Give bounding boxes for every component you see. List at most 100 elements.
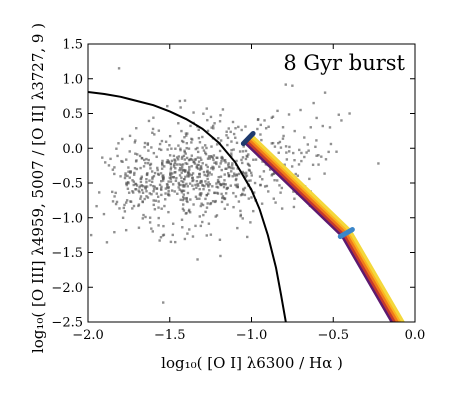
scatter-point: [216, 179, 220, 182]
scatter-point: [279, 146, 283, 149]
scatter-point: [201, 184, 205, 187]
scatter-point: [143, 197, 146, 201]
scatter-point: [230, 164, 234, 167]
scatter-point: [167, 180, 170, 183]
scatter-point: [242, 171, 246, 175]
scatter-point: [161, 163, 164, 167]
scatter-point: [188, 165, 191, 169]
scatter-point: [166, 160, 169, 164]
scatter-point: [215, 161, 218, 164]
scatter-point: [150, 227, 153, 230]
scatter-point: [146, 142, 150, 145]
scatter-point: [242, 145, 245, 148]
scatter-point: [148, 221, 152, 224]
scatter-point: [144, 187, 148, 190]
scatter-point: [140, 188, 144, 192]
scatter-point: [134, 188, 138, 191]
scatter-point: [160, 162, 164, 165]
scatter-point: [194, 157, 197, 161]
scatter-point: [102, 212, 106, 216]
scatter-point: [317, 154, 320, 157]
scatter-point: [151, 127, 155, 131]
y-tick-label: 1.5: [62, 38, 83, 53]
scatter-point: [133, 141, 137, 144]
scatter-point: [196, 156, 200, 159]
scatter-point: [170, 175, 173, 179]
scatter-point: [167, 189, 170, 193]
scatter-point: [230, 140, 233, 143]
scatter-point: [145, 180, 148, 184]
scatter-point: [192, 187, 195, 191]
scatter-point: [207, 181, 210, 184]
scatter-point: [172, 163, 176, 166]
scatter-point: [206, 118, 209, 122]
scatter-point: [168, 154, 172, 157]
scatter-point: [152, 174, 156, 178]
scatter-point: [166, 148, 169, 151]
scatter-point: [173, 161, 177, 165]
scatter-point: [193, 162, 197, 165]
scatter-point: [252, 209, 255, 213]
scatter-point: [171, 233, 174, 237]
scatter-point: [182, 189, 186, 193]
scatter-point: [194, 147, 197, 151]
scatter-point: [222, 182, 225, 185]
scatter-point: [187, 158, 191, 162]
scatter-point: [207, 222, 211, 225]
scatter-point: [140, 175, 143, 178]
scatter-point: [226, 136, 230, 140]
scatter-point: [185, 156, 189, 160]
scatter-point: [229, 184, 232, 187]
annotation-label: 8 Gyr burst: [283, 51, 405, 75]
scatter-point: [142, 213, 145, 217]
scatter-point: [173, 190, 176, 193]
scatter-point: [152, 190, 155, 193]
scatter-point: [177, 144, 180, 147]
scatter-point: [260, 138, 263, 142]
scatter-point: [239, 214, 242, 218]
scatter-point: [249, 179, 252, 182]
scatter-point: [115, 147, 118, 150]
scatter-point: [282, 134, 285, 138]
scatter-point: [146, 196, 150, 199]
scatter-point: [121, 137, 124, 141]
scatter-point: [201, 146, 204, 149]
scatter-point: [183, 150, 186, 154]
scatter-point: [140, 184, 144, 187]
scatter-point: [288, 145, 291, 149]
scatter-point: [179, 147, 182, 150]
scatter-point: [204, 210, 207, 214]
scatter-point: [218, 149, 222, 153]
scatter-point: [188, 172, 191, 176]
scatter-point: [167, 210, 170, 214]
scatter-point: [197, 128, 200, 131]
scatter-point: [181, 189, 184, 192]
y-axis-label: log₁₀( [O III] λ4959, 5007 / [O II] λ372…: [29, 23, 47, 353]
scatter-point: [139, 166, 142, 170]
scatter-point: [200, 165, 203, 168]
scatter-point: [287, 150, 291, 153]
scatter-point: [151, 230, 154, 233]
scatter-point: [185, 142, 189, 145]
scatter-point: [192, 160, 195, 164]
scatter-point: [225, 187, 228, 191]
scatter-point: [200, 167, 203, 170]
scatter-point: [263, 119, 266, 122]
scatter-point: [224, 158, 227, 162]
scatter-point: [245, 174, 249, 177]
scatter-point: [133, 166, 137, 170]
scatter-point: [244, 125, 247, 128]
scatter-point: [279, 191, 282, 194]
scatter-point: [218, 120, 222, 123]
scatter-point: [236, 185, 239, 189]
scatter-point: [210, 167, 213, 170]
scatter-point: [181, 207, 185, 211]
scatter-point: [220, 168, 223, 172]
scatter-point: [210, 126, 213, 129]
scatter-point: [230, 170, 233, 173]
scatter-point: [247, 168, 251, 172]
scatter-point: [206, 192, 210, 195]
scatter-point: [181, 155, 184, 159]
model-track-layer: [240, 130, 405, 322]
scatter-point: [181, 166, 184, 169]
